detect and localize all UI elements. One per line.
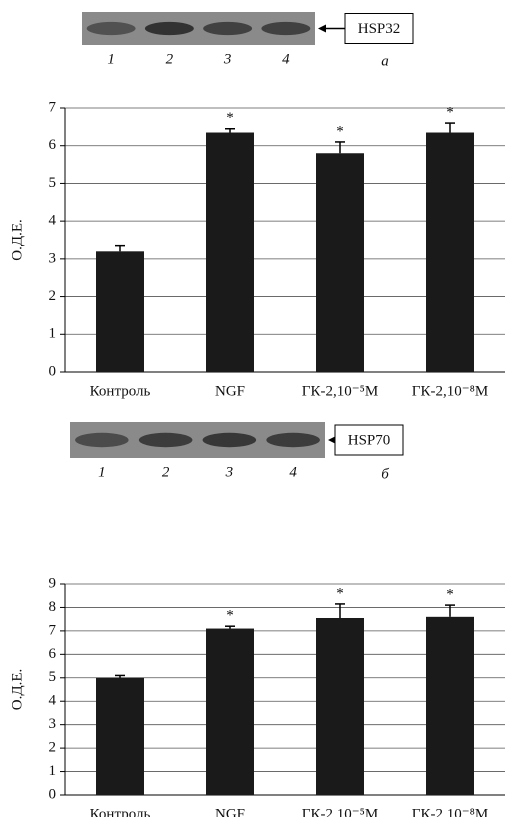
bar	[96, 251, 144, 372]
y-tick-label: 5	[49, 175, 57, 191]
y-tick-label: 8	[49, 599, 57, 615]
blot-band	[87, 22, 136, 35]
y-tick-label: 6	[49, 137, 57, 153]
x-tick-label: NGF	[215, 383, 245, 399]
x-tick-label: ГК-2,10⁻⁵М	[302, 806, 378, 817]
x-tick-label: NGF	[215, 806, 245, 817]
y-tick-label: 7	[49, 99, 57, 115]
blot-band	[75, 433, 129, 447]
lane-label: 2	[166, 51, 174, 67]
lane-label: 1	[98, 464, 106, 480]
significance-mark: *	[446, 587, 454, 603]
y-tick-label: 6	[49, 646, 57, 662]
y-tick-label: 3	[49, 250, 57, 266]
y-tick-label: 5	[49, 669, 57, 685]
lane-label: 1	[107, 51, 115, 67]
y-axis-label: О.Д.Е.	[9, 669, 25, 710]
blot-band	[266, 433, 320, 447]
blot-label: HSP32	[358, 21, 401, 37]
x-tick-label: Контроль	[90, 383, 151, 399]
bar	[96, 678, 144, 795]
y-tick-label: 1	[49, 763, 57, 779]
y-tick-label: 7	[49, 622, 57, 638]
blot-band	[203, 22, 252, 35]
blot-label: HSP70	[348, 432, 391, 448]
arrow-head	[318, 25, 326, 33]
significance-mark: *	[336, 585, 344, 601]
y-axis-label: О.Д.Е.	[9, 219, 25, 260]
x-tick-label: ГК-2,10⁻⁵М	[302, 383, 378, 399]
y-tick-label: 3	[49, 716, 57, 732]
bar	[206, 133, 254, 372]
significance-mark: *	[446, 105, 454, 121]
lane-label: 2	[162, 464, 170, 480]
blot-band	[145, 22, 194, 35]
y-tick-label: 1	[49, 326, 57, 342]
blot-band	[203, 433, 257, 447]
page: 1 2 3 4 HSP32 а 0 1 2 3 4 5 6 7 О.Д.Е. Контроль NGF * ГК-2…	[0, 0, 521, 817]
panel-label: б	[381, 466, 389, 482]
bar	[316, 153, 364, 372]
x-tick-label: Контроль	[90, 806, 151, 817]
significance-mark: *	[226, 110, 234, 126]
figure: 1 2 3 4 HSP32 а 0 1 2 3 4 5 6 7 О.Д.Е. Контроль NGF * ГК-2…	[0, 0, 521, 817]
y-tick-label: 0	[49, 363, 57, 379]
bar	[206, 629, 254, 795]
y-tick-label: 0	[49, 786, 57, 802]
y-tick-label: 4	[49, 213, 57, 229]
panel-label: а	[381, 53, 389, 69]
bar	[426, 617, 474, 795]
x-tick-label: ГК-2,10⁻⁸М	[412, 383, 488, 399]
bar	[316, 618, 364, 795]
x-tick-label: ГК-2,10⁻⁸М	[412, 806, 488, 817]
blot-band	[261, 22, 310, 35]
y-tick-label: 2	[49, 288, 57, 304]
lane-label: 3	[223, 51, 232, 67]
y-tick-label: 9	[49, 575, 57, 591]
significance-mark: *	[336, 123, 344, 139]
lane-label: 4	[282, 51, 290, 67]
blot-band	[139, 433, 193, 447]
significance-mark: *	[226, 608, 234, 624]
lane-label: 3	[225, 464, 234, 480]
y-tick-label: 4	[49, 693, 57, 709]
y-tick-label: 2	[49, 740, 57, 756]
bar	[426, 133, 474, 372]
lane-label: 4	[289, 464, 297, 480]
